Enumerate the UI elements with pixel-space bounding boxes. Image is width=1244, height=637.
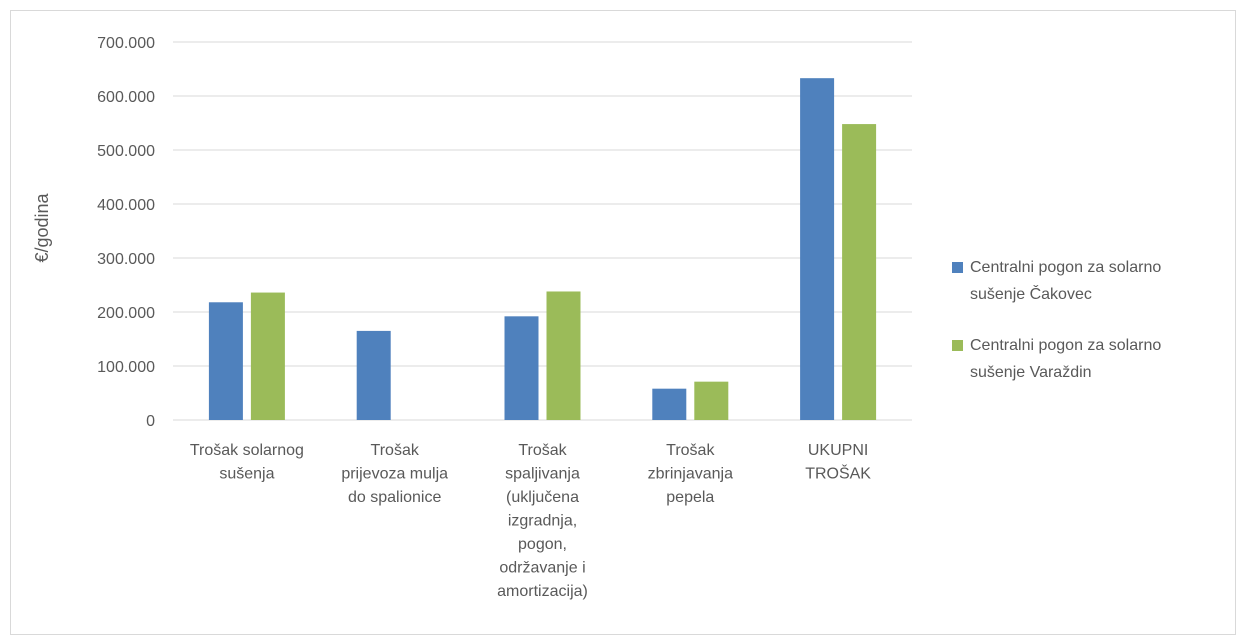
bar-varazdin bbox=[694, 381, 729, 420]
x-category-label: Trošak solarnog sušenja bbox=[190, 442, 304, 483]
y-tick-label: 700.000 bbox=[97, 35, 155, 52]
legend-swatch bbox=[952, 340, 963, 351]
y-tick-label: 300.000 bbox=[97, 251, 155, 268]
bar-cakovec bbox=[652, 388, 687, 420]
y-tick-label: 200.000 bbox=[97, 305, 155, 322]
x-category-label: UKUPNI TROŠAK bbox=[805, 442, 871, 483]
y-tick-label: 100.000 bbox=[97, 359, 155, 376]
bar-cakovec bbox=[800, 78, 835, 421]
bar-cakovec bbox=[504, 316, 539, 420]
y-tick-label: 500.000 bbox=[97, 143, 155, 160]
bar-varazdin bbox=[250, 292, 285, 420]
legend-label: Centralni pogon za solarno sušenje Čakove… bbox=[970, 259, 1161, 303]
bar-varazdin bbox=[546, 291, 581, 420]
legend-swatch bbox=[952, 262, 963, 273]
x-category-label: Trošak prijevoza mulja do spalionice bbox=[341, 442, 448, 506]
bar-cakovec bbox=[356, 330, 391, 420]
bars bbox=[208, 78, 877, 421]
x-category-label: Trošak zbrinjavanja pepela bbox=[648, 442, 733, 506]
legend: Centralni pogon za solarno sušenje Čakove… bbox=[952, 259, 1161, 381]
y-axis-title: €/godina bbox=[32, 192, 52, 262]
y-tick-label: 0 bbox=[146, 413, 155, 430]
gridlines bbox=[173, 41, 912, 421]
x-category-label: Trošak spaljivanja (uključena izgradnja, pog… bbox=[497, 442, 588, 600]
x-axis-categories: Trošak solarnog sušenja Trošak prijevoza mu… bbox=[190, 442, 871, 600]
bar-cakovec bbox=[208, 302, 243, 420]
bar-varazdin bbox=[842, 124, 877, 420]
y-tick-label: 600.000 bbox=[97, 89, 155, 106]
legend-label: Centralni pogon za solarno sušenje Varažd… bbox=[970, 337, 1161, 381]
y-axis-ticks: 0 100.000 200.000 300.000 400.000 500.000 600.… bbox=[97, 35, 155, 430]
y-tick-label: 400.000 bbox=[97, 197, 155, 214]
